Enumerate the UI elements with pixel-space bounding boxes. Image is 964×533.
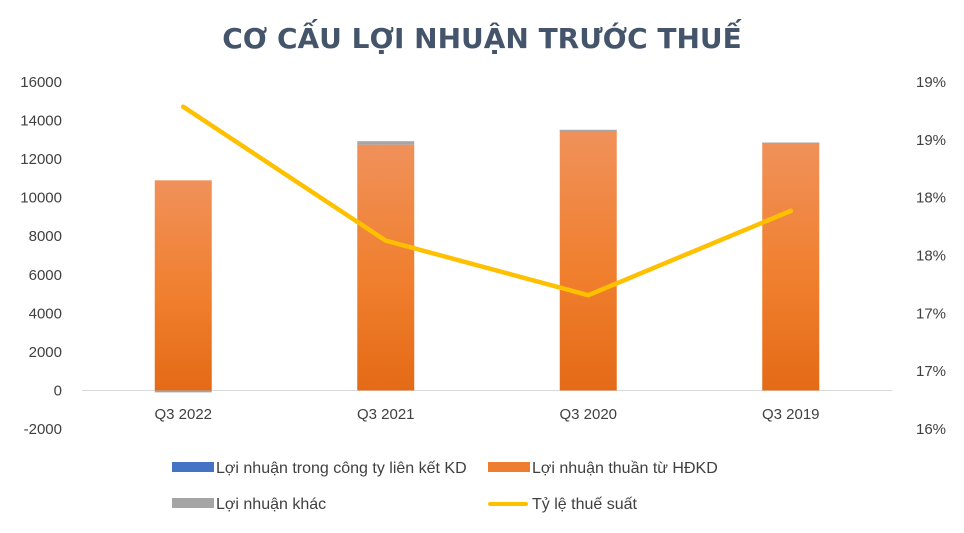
left-tick-label: -2000 — [24, 421, 62, 438]
right-tick-label: 19% — [916, 74, 946, 91]
bar-q3-2020 — [559, 130, 617, 391]
right-tick-label: 16% — [916, 421, 946, 438]
tax-rate-line — [181, 104, 793, 298]
left-axis: -2000 0 2000 4000 6000 8000 10000 12000 14000 160… — [20, 74, 62, 438]
right-tick-label: 19% — [916, 132, 946, 149]
legend-label: Tỷ lệ thuế suất — [532, 496, 638, 513]
legend-swatch — [172, 498, 214, 508]
legend-item: Tỷ lệ thuế suất — [488, 496, 638, 513]
bar-q3-2020 — [559, 129, 617, 132]
category-label: Q3 2019 — [762, 406, 820, 423]
left-tick-label: 12000 — [20, 151, 62, 168]
tax-rate-line-layer — [181, 104, 793, 298]
tax-rate-point — [586, 292, 591, 298]
bar-q3-2022 — [154, 180, 212, 391]
bar-q3-2019 — [762, 142, 820, 391]
tax-rate-point — [181, 104, 186, 109]
legend-swatch — [488, 462, 530, 472]
left-tick-label: 10000 — [20, 190, 62, 207]
tax-rate-point — [788, 208, 793, 214]
right-tick-label: 18% — [916, 248, 946, 265]
bar-q3-2022 — [154, 390, 212, 393]
right-tick-label: 17% — [916, 363, 946, 380]
legend-label: Lợi nhuận khác — [216, 496, 326, 513]
right-tick-label: 17% — [916, 305, 946, 322]
legend-label: Lợi nhuận trong công ty liên kết KD — [216, 460, 467, 477]
legend: Lợi nhuận trong công ty liên kết KD Lợi n… — [172, 460, 718, 513]
legend-label: Lợi nhuận thuần từ HĐKD — [532, 460, 718, 477]
right-axis: 16% 17% 17% 18% 18% 19% 19% — [916, 74, 946, 438]
right-tick-label: 18% — [916, 190, 946, 207]
left-tick-label: 6000 — [29, 267, 62, 284]
legend-item: Lợi nhuận trong công ty liên kết KD — [172, 460, 467, 477]
category-label: Q3 2021 — [357, 406, 415, 423]
category-label: Q3 2022 — [154, 406, 212, 423]
bars — [154, 129, 820, 393]
category-label: Q3 2020 — [559, 406, 617, 423]
left-tick-label: 2000 — [29, 344, 62, 361]
left-tick-label: 8000 — [29, 228, 62, 245]
bar-q3-2019 — [762, 142, 820, 145]
left-tick-label: 4000 — [29, 305, 62, 322]
left-tick-label: 0 — [54, 382, 62, 399]
left-tick-label: 16000 — [20, 74, 62, 91]
legend-item: Lợi nhuận khác — [172, 496, 326, 513]
legend-swatch — [172, 462, 214, 472]
left-tick-label: 14000 — [20, 113, 62, 130]
bar-q3-2021 — [357, 141, 415, 145]
legend-item: Lợi nhuận thuần từ HĐKD — [488, 460, 718, 477]
tax-rate-point — [383, 238, 388, 243]
chart-title: CƠ CẤU LỢI NHUẬN TRƯỚC THUẾ — [222, 17, 742, 55]
category-axis: Q3 2022 Q3 2021 Q3 2020 Q3 2019 — [154, 406, 819, 423]
bar-q3-2021 — [357, 144, 415, 391]
